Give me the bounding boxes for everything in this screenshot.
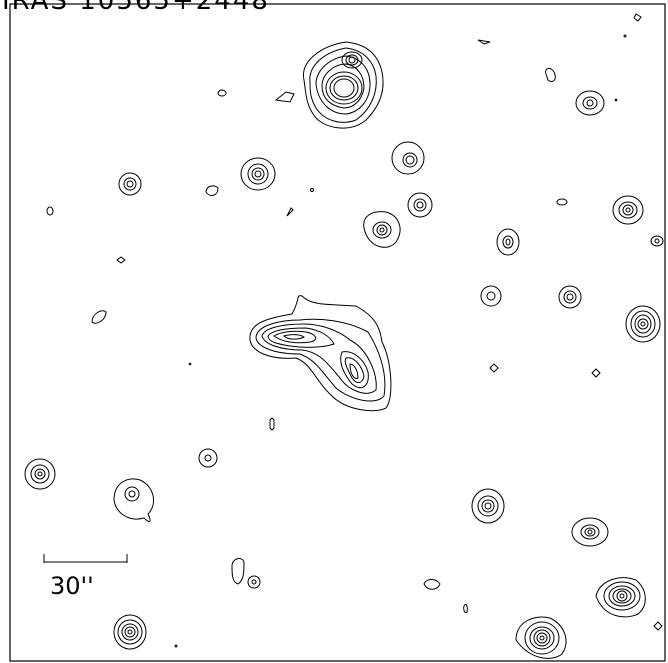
central-galaxy-contours <box>249 295 392 412</box>
scale-bar-label: 30'' <box>50 572 94 600</box>
bright-source-top <box>303 41 384 129</box>
compact-sources <box>24 13 664 659</box>
plot-frame <box>9 3 666 662</box>
scale-bar <box>43 554 128 563</box>
